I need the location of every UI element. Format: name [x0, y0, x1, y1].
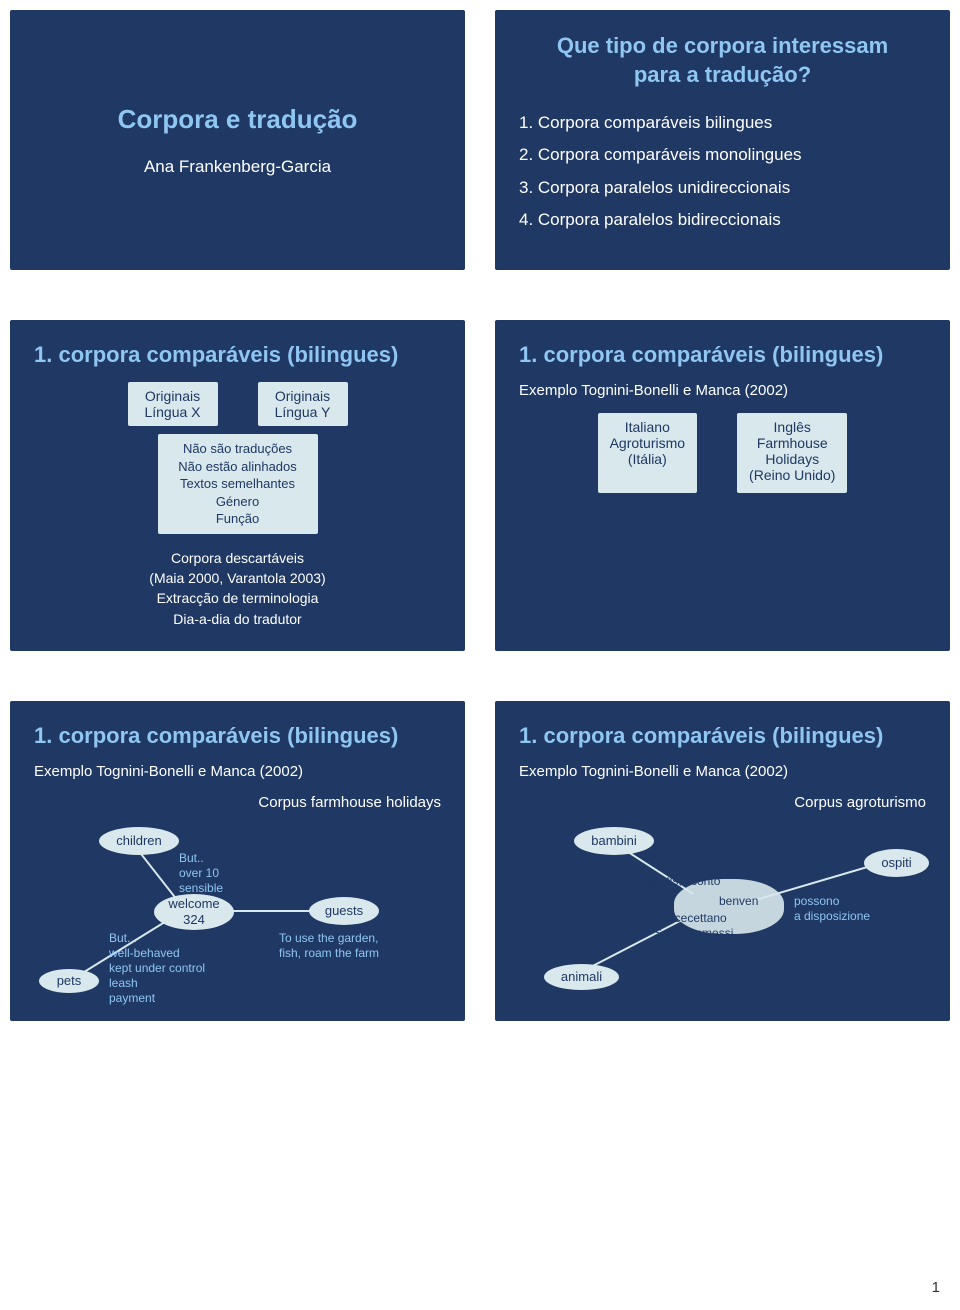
slide5-subtitle: Exemplo Tognini-Bonelli e Manca (2002) — [34, 763, 441, 780]
slide3-box-right-l2: Língua Y — [275, 404, 331, 420]
bubble-animali: animali — [544, 964, 619, 990]
anno-accettano-l0: Si acecettano — [654, 911, 727, 925]
slide4-box-right-l2: Holidays — [749, 451, 835, 467]
anno-children-l0: But.. — [179, 851, 204, 865]
slide4-box-right: Inglês Farmhouse Holidays (Reino Unido) — [737, 413, 847, 493]
anno-guests: To use the garden, fish, roam the farm — [279, 931, 379, 961]
slide4-title: 1. corpora comparáveis (bilingues) — [519, 342, 926, 368]
anno-accettano: Si acecettano Sono ammessi — [654, 911, 733, 941]
slide3-boxes: Originais Língua X Originais Língua Y — [34, 382, 441, 426]
slide2-title-line2: para a tradução? — [634, 62, 811, 87]
anno-pets-l3: leash — [109, 976, 138, 990]
anno-accettano-l1: Sono ammessi — [654, 926, 733, 940]
slide3-box-left: Originais Língua X — [128, 382, 218, 426]
bubble-children: children — [99, 827, 179, 855]
slide2-item-3: 3. Corpora paralelos unidireccionais — [519, 172, 926, 204]
slide4-box-right-l3: (Reino Unido) — [749, 467, 835, 483]
slide-3: 1. corpora comparáveis (bilingues) Origi… — [10, 320, 465, 651]
bubble-welcome-l2: 324 — [183, 912, 205, 928]
anno-children-l2: sensible — [179, 881, 223, 895]
slide6-corpus-label: Corpus agroturismo — [519, 794, 926, 811]
slide5-lines — [34, 819, 441, 999]
slide3-callout-l4: Função — [216, 511, 259, 526]
anno-benven: benven — [719, 894, 758, 909]
slide3-notes-l0: Corpora descartáveis — [171, 550, 304, 566]
slide3-callout-l2: Textos semelhantes — [180, 476, 295, 491]
bubble-bambini: bambini — [574, 827, 654, 855]
slide3-notes-l3: Dia-a-dia do tradutor — [173, 611, 301, 627]
slide2-item-4: 4. Corpora paralelos bidireccionais — [519, 204, 926, 236]
anno-pets-l1: well-behaved — [109, 946, 180, 960]
slide1-author: Ana Frankenberg-Garcia — [144, 157, 331, 177]
slide3-box-left-l1: Originais — [145, 388, 200, 404]
slide6-subtitle: Exemplo Tognini-Bonelli e Manca (2002) — [519, 763, 926, 780]
slide-grid: Corpora e tradução Ana Frankenberg-Garci… — [10, 10, 950, 1021]
anno-children-l1: over 10 — [179, 866, 219, 880]
anno-guests-l0: To use the garden, — [279, 931, 378, 945]
slide6-diagram: bambini ospiti animali gratis, sconto be… — [519, 819, 926, 999]
slide2-item-2: 2. Corpora comparáveis monolingues — [519, 139, 926, 171]
anno-possono-l0: possono — [794, 894, 839, 908]
slide-4: 1. corpora comparáveis (bilingues) Exemp… — [495, 320, 950, 651]
slide5-title: 1. corpora comparáveis (bilingues) — [34, 723, 441, 749]
slide5-corpus-label: Corpus farmhouse holidays — [34, 794, 441, 811]
slide6-title: 1. corpora comparáveis (bilingues) — [519, 723, 926, 749]
bubble-welcome-l1: welcome — [168, 896, 219, 912]
slide4-subtitle: Exemplo Tognini-Bonelli e Manca (2002) — [519, 382, 926, 399]
slide3-box-right: Originais Língua Y — [258, 382, 348, 426]
page-container: Corpora e tradução Ana Frankenberg-Garci… — [10, 10, 950, 1300]
slide2-title: Que tipo de corpora interessam para a tr… — [519, 32, 926, 89]
slide3-callout: Não são traduções Não estão alinhados Te… — [158, 434, 318, 534]
anno-pets-l0: But... — [109, 931, 137, 945]
slide4-box-right-l1: Farmhouse — [749, 435, 835, 451]
slide4-box-left-l1: Agroturismo — [610, 435, 685, 451]
bubble-ospiti: ospiti — [864, 849, 929, 877]
slide3-title: 1. corpora comparáveis (bilingues) — [34, 342, 441, 368]
anno-possono: possono a disposizione — [794, 894, 870, 924]
slide3-notes: Corpora descartáveis (Maia 2000, Varanto… — [34, 548, 441, 629]
slide-1: Corpora e tradução Ana Frankenberg-Garci… — [10, 10, 465, 270]
slide5-diagram: children welcome 324 guests pets But.. o… — [34, 819, 441, 999]
slide3-callout-l1: Não estão alinhados — [178, 459, 297, 474]
anno-pets-l4: payment — [109, 991, 155, 1005]
slide4-box-left-l0: Italiano — [610, 419, 685, 435]
slide-5: 1. corpora comparáveis (bilingues) Exemp… — [10, 701, 465, 1021]
anno-possono-l1: a disposizione — [794, 909, 870, 923]
slide3-callout-l0: Não são traduções — [183, 441, 292, 456]
page-number: 1 — [932, 1279, 940, 1296]
slide-2: Que tipo de corpora interessam para a tr… — [495, 10, 950, 270]
slide3-box-right-l1: Originais — [275, 388, 330, 404]
slide3-callout-l3: Género — [216, 494, 259, 509]
anno-pets: But... well-behaved kept under control l… — [109, 931, 205, 1006]
anno-gratis: gratis, sconto — [649, 874, 720, 889]
slide1-title: Corpora e tradução — [118, 104, 358, 135]
bubble-guests: guests — [309, 897, 379, 925]
slide2-title-line1: Que tipo de corpora interessam — [557, 33, 888, 58]
slide4-boxes: Italiano Agroturismo (Itália) Inglês Far… — [519, 413, 926, 493]
slide4-box-left-l2: (Itália) — [610, 451, 685, 467]
slide3-notes-l2: Extracção de terminologia — [157, 590, 319, 606]
slide2-list: 1. Corpora comparáveis bilingues 2. Corp… — [519, 107, 926, 236]
slide-6: 1. corpora comparáveis (bilingues) Exemp… — [495, 701, 950, 1021]
bubble-pets: pets — [39, 969, 99, 993]
anno-pets-l2: kept under control — [109, 961, 205, 975]
slide2-item-1: 1. Corpora comparáveis bilingues — [519, 107, 926, 139]
slide3-box-left-l2: Língua X — [144, 404, 200, 420]
slide4-box-right-l0: Inglês — [749, 419, 835, 435]
anno-children: But.. over 10 sensible — [179, 851, 223, 896]
bubble-welcome: welcome 324 — [154, 894, 234, 930]
slide4-box-left: Italiano Agroturismo (Itália) — [598, 413, 697, 493]
slide3-notes-l1: (Maia 2000, Varantola 2003) — [149, 570, 325, 586]
anno-guests-l1: fish, roam the farm — [279, 946, 379, 960]
